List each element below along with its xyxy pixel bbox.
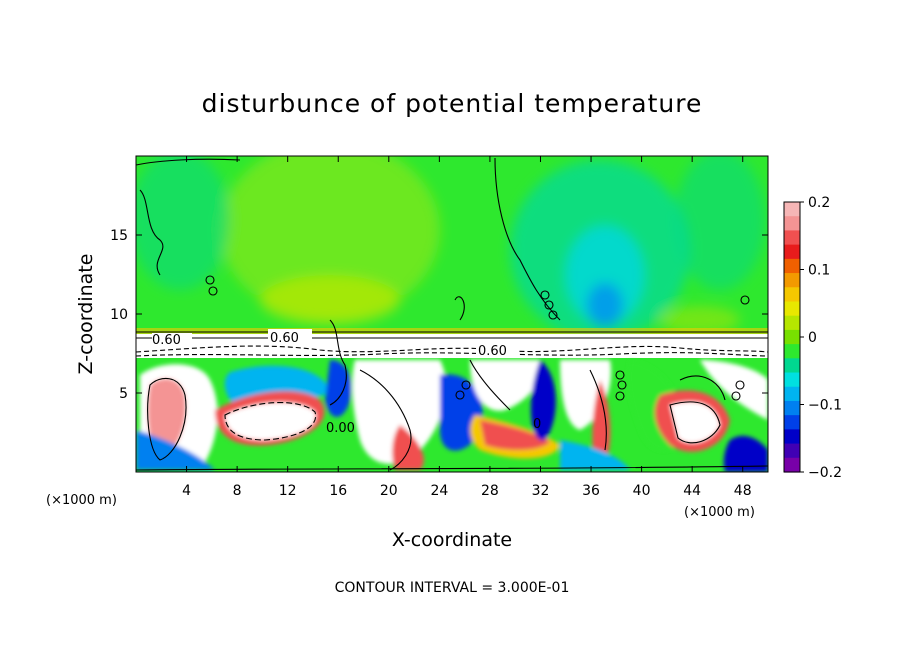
x-tick-label: 36 <box>582 483 600 499</box>
x-ticks: 4 8 12 16 20 24 28 32 36 40 44 48 <box>182 156 752 499</box>
x-unit-right: (×1000 m) <box>684 505 755 520</box>
y-tick-label: 5 <box>119 386 128 402</box>
colorbar-swatch <box>784 329 800 345</box>
colorbar-swatch <box>784 244 800 260</box>
colorbar-swatch <box>784 216 800 232</box>
y-tick-label: 15 <box>110 228 128 244</box>
colorbar-tick-label: 0.1 <box>808 263 830 279</box>
colorbar-tick-label: −0.1 <box>808 398 842 414</box>
x-tick-label: 12 <box>279 483 297 499</box>
x-tick-label: 40 <box>633 483 651 499</box>
y-ticks: 5 10 15 <box>110 228 768 402</box>
plot-area: 0.60 0.60 0.60 0.00 0 <box>136 156 768 472</box>
contour-label: 0.60 <box>270 331 299 346</box>
colorbar-swatch <box>784 443 800 459</box>
colorbar-swatch <box>784 400 800 416</box>
x-tick-label: 24 <box>430 483 448 499</box>
x-tick-label: 48 <box>734 483 752 499</box>
x-tick-label: 4 <box>182 483 191 499</box>
x-axis-label: X-coordinate <box>392 529 512 551</box>
colorbar <box>783 201 801 473</box>
colorbar-swatch <box>784 301 800 317</box>
x-unit-left: (×1000 m) <box>46 493 117 508</box>
contour-label: 0.60 <box>152 333 181 348</box>
lower-field-structures <box>136 360 768 472</box>
colorbar-swatch <box>784 315 800 331</box>
colorbar-swatch <box>784 358 800 374</box>
colorbar-ticks: 0.2 0.1 0 −0.1 −0.2 <box>800 195 842 481</box>
colorbar-swatch <box>784 287 800 303</box>
x-tick-label: 28 <box>481 483 499 499</box>
x-tick-label: 16 <box>329 483 347 499</box>
x-tick-label: 44 <box>683 483 701 499</box>
colorbar-swatch <box>784 415 800 430</box>
x-tick-label: 20 <box>380 483 398 499</box>
x-tick-label: 32 <box>532 483 550 499</box>
colorbar-swatch <box>784 372 800 388</box>
colorbar-swatch <box>784 258 800 274</box>
contour-label: 0.00 <box>326 421 355 436</box>
contour-labels: 0.60 0.60 0.60 0.00 0 <box>152 329 541 436</box>
contour-label: 0 <box>533 417 541 432</box>
x-tick-label: 8 <box>233 483 242 499</box>
tropopause-band <box>136 328 768 334</box>
colorbar-swatch <box>784 230 800 246</box>
y-tick-label: 10 <box>110 307 128 323</box>
colorbar-swatch <box>784 386 800 402</box>
contour-label: 0.60 <box>478 344 507 359</box>
colorbar-swatch <box>784 273 800 288</box>
contour-interval: CONTOUR INTERVAL = 3.000E-01 <box>335 580 570 596</box>
colorbar-swatch <box>784 202 800 217</box>
contour-lines <box>136 157 768 471</box>
colorbar-tick-label: 0 <box>808 330 817 346</box>
colorbar-swatch <box>784 344 800 359</box>
colorbar-swatch <box>784 457 800 473</box>
chart-title: disturbunce of potential temperature <box>202 89 703 118</box>
colorbar-swatch <box>784 429 800 445</box>
upper-field-shading <box>136 156 765 340</box>
colorbar-tick-label: 0.2 <box>808 195 830 211</box>
colorbar-tick-label: −0.2 <box>808 465 842 481</box>
y-axis-label: Z-coordinate <box>75 254 97 375</box>
